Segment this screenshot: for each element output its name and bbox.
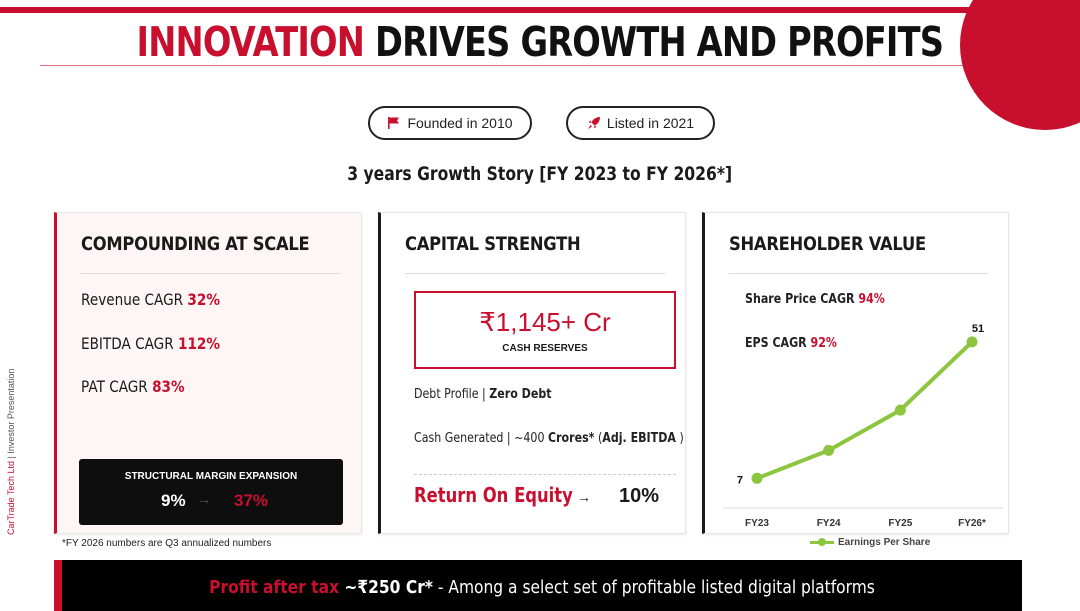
side-company-label: CarTrade Tech Ltd | Investor Presentatio… — [6, 368, 16, 535]
revenue-cagr: Revenue CAGR 32% — [81, 290, 220, 309]
debt-profile: Debt Profile | Zero Debt — [414, 387, 552, 402]
cash-generated: Cash Generated | ~400 Crores* (Adj. EBIT… — [414, 431, 684, 446]
reserve-amount: ₹1,145+ Cr — [479, 307, 611, 337]
x-tick-label: FY25 — [888, 518, 912, 529]
card-title: SHAREHOLDER VALUE — [729, 233, 926, 255]
roe-label: Return On Equity — [414, 483, 573, 507]
title-accent: INNOVATION — [136, 18, 365, 66]
compounding-card: COMPOUNDING AT SCALE Revenue CAGR 32% EB… — [54, 212, 362, 534]
share-price-cagr: Share Price CAGR 94% — [745, 292, 885, 307]
pat-banner: Profit after tax ~₹250 Cr* - Among a sel… — [54, 560, 1022, 611]
capital-card: CAPITAL STRENGTH ₹1,145+ Cr CASH RESERVE… — [378, 212, 686, 534]
ebitda-cagr: EBITDA CAGR 112% — [81, 334, 221, 353]
card-divider — [729, 273, 988, 274]
margin-from-value: 9% — [161, 491, 186, 510]
card-title: COMPOUNDING AT SCALE — [81, 233, 310, 255]
arrow-right-icon: → — [197, 491, 211, 507]
founded-badge: Founded in 2010 — [368, 106, 532, 140]
title-rest: DRIVES GROWTH AND PROFITS — [364, 18, 944, 66]
listed-label: Listed in 2021 — [606, 115, 695, 131]
rocket-icon — [587, 117, 600, 129]
x-tick-label: FY24 — [817, 518, 841, 529]
dashed-divider — [414, 474, 676, 475]
top-accent-bar — [0, 7, 1080, 13]
margin-expansion-box: STRUCTURAL MARGIN EXPANSION 9% → 37% — [79, 459, 343, 525]
eps-point — [966, 336, 978, 348]
margin-label: STRUCTURAL MARGIN EXPANSION — [124, 471, 298, 482]
listed-badge: Listed in 2021 — [566, 106, 715, 140]
arrow-right-icon: → — [577, 489, 591, 505]
chart-legend: Earnings Per Share — [810, 537, 930, 548]
card-divider — [405, 273, 665, 274]
banner-highlight: Profit after tax — [209, 577, 339, 598]
x-tick-label: FY26* — [958, 518, 986, 529]
title-divider — [40, 65, 980, 66]
cash-reserves-box: ₹1,145+ Cr CASH RESERVES — [414, 291, 676, 369]
flag-icon — [388, 117, 400, 129]
margin-to-value: 37% — [234, 491, 269, 510]
banner-rest: - Among a select set of profitable liste… — [432, 577, 875, 598]
roe-value: 10% — [619, 485, 660, 507]
data-label: 51 — [972, 323, 984, 335]
eps-point — [894, 404, 906, 416]
legend-swatch — [810, 538, 834, 546]
eps-series-line — [756, 340, 974, 481]
eps-line-chart: FY23 FY24 FY25 FY26* 7 51 — [723, 323, 1003, 529]
footnote: *FY 2026 numbers are Q3 annualized numbe… — [62, 538, 272, 549]
eps-point — [823, 444, 835, 456]
legend-label: Earnings Per Share — [838, 537, 931, 548]
banner-value: ~₹250 Cr* — [338, 577, 433, 598]
eps-point — [751, 472, 763, 484]
page-title: INNOVATION DRIVES GROWTH AND PROFITS — [0, 18, 1080, 66]
pat-cagr: PAT CAGR 83% — [81, 377, 185, 396]
card-title: CAPITAL STRENGTH — [405, 233, 581, 255]
founded-label: Founded in 2010 — [407, 115, 513, 131]
reserve-label: CASH RESERVES — [502, 343, 588, 354]
data-label: 7 — [737, 474, 743, 486]
x-tick-label: FY23 — [745, 518, 769, 529]
eps-cagr: EPS CAGR 92% — [745, 336, 837, 351]
growth-story-heading: 3 years Growth Story [FY 2023 to FY 2026… — [347, 163, 733, 185]
card-divider — [81, 273, 341, 274]
